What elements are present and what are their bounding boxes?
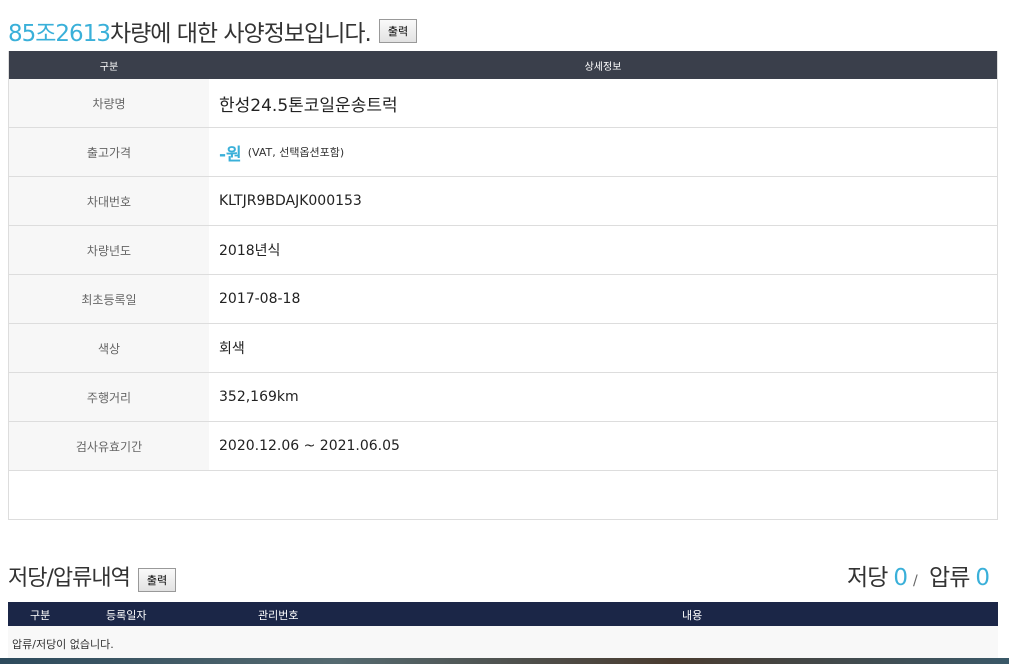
table-row: 최초등록일 2017-08-18 [9, 275, 997, 324]
header-category: 구분 [30, 609, 51, 622]
header-category: 구분 [99, 61, 119, 73]
inspection-period-value: 2020.12.06 ~ 2021.06.05 [219, 438, 400, 454]
row-label: 출고가격 [9, 128, 209, 176]
price-value: -원 [219, 144, 242, 165]
table-row: 주행거리 352,169km [9, 373, 997, 422]
seizure-count: 0 [975, 565, 990, 591]
mortgage-count: 0 [893, 565, 908, 591]
row-label: 최초등록일 [9, 275, 209, 323]
row-label: 주행거리 [9, 373, 209, 421]
row-label: 차대번호 [9, 177, 209, 225]
row-label: 차량명 [9, 79, 209, 127]
page-title: 85조2613 차량에 대한 사양정보입니다. 출력 [8, 14, 418, 48]
separator: / [913, 573, 918, 589]
row-label: 검사유효기간 [9, 422, 209, 470]
lien-section-title: 저당/압류내역 출력 [8, 560, 177, 592]
table-row: 색상 회색 [9, 324, 997, 373]
row-label: 차량년도 [9, 226, 209, 274]
table-row: 차대번호 KLTJR9BDAJK000153 [9, 177, 997, 226]
plate-number: 85조2613 [8, 21, 111, 47]
mortgage-label: 저당 [847, 565, 888, 591]
seizure-label: 압류 [929, 565, 970, 591]
header-number: 관리번호 [258, 609, 299, 622]
header-date: 등록일자 [106, 609, 147, 622]
blank-row [9, 471, 997, 519]
color-value: 회색 [219, 341, 245, 357]
vehicle-name: 한성24.5톤코일운송트럭 [219, 95, 398, 116]
table-row: 차량년도 2018년식 [9, 226, 997, 275]
mileage-value: 352,169km [219, 389, 299, 405]
lien-counts: 저당 0/ 압류 0 [847, 558, 995, 592]
lien-header: 구분 등록일자 관리번호 내용 [8, 602, 998, 626]
header-detail: 상세정보 [584, 61, 622, 73]
title-text: 차량에 대한 사양정보입니다. [109, 21, 372, 47]
lien-table: 구분 등록일자 관리번호 내용 압류/저당이 없습니다. [8, 602, 998, 658]
table-row: 검사유효기간 2020.12.06 ~ 2021.06.05 [9, 422, 997, 471]
model-year-value: 2018년식 [219, 243, 281, 259]
spec-table: 구분 상세정보 차량명 한성24.5톤코일운송트럭 출고가격 -원 (VAT, 선택옵… [8, 51, 998, 520]
row-label: 색상 [9, 324, 209, 372]
background-image-strip [0, 658, 1009, 664]
first-registration-value: 2017-08-18 [219, 291, 301, 307]
print-spec-button[interactable]: 출력 [378, 19, 418, 43]
header-content: 내용 [682, 609, 703, 622]
lien-title: 저당/압류내역 [8, 566, 131, 591]
price-note: (VAT, 선택옵션포함) [247, 146, 345, 159]
spec-header: 구분 상세정보 [9, 51, 997, 79]
print-lien-button[interactable]: 출력 [137, 568, 177, 592]
vin-value: KLTJR9BDAJK000153 [219, 193, 362, 209]
empty-message: 압류/저당이 없습니다. [8, 626, 998, 658]
table-row: 출고가격 -원 (VAT, 선택옵션포함) [9, 128, 997, 177]
table-row: 차량명 한성24.5톤코일운송트럭 [9, 79, 997, 128]
